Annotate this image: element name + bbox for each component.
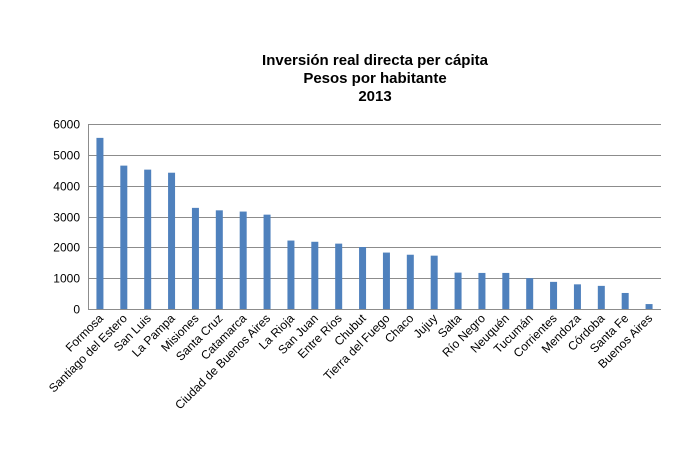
y-tick-label: 3000 xyxy=(53,211,80,225)
bar xyxy=(191,207,199,309)
bar xyxy=(645,304,653,309)
y-tick-label: 1000 xyxy=(53,272,80,286)
bar xyxy=(215,210,223,309)
bar xyxy=(335,243,343,309)
bar xyxy=(359,247,367,309)
bar xyxy=(120,165,128,309)
chart-title-block: Inversión real directa per cápita Pesos … xyxy=(90,52,660,106)
bar xyxy=(263,214,271,309)
chart-title: Inversión real directa per cápita xyxy=(262,52,488,69)
bar xyxy=(430,255,438,309)
chart-year: 2013 xyxy=(358,88,392,105)
bar xyxy=(621,292,629,309)
y-tick-label: 2000 xyxy=(53,241,80,255)
bar xyxy=(144,169,152,309)
bar xyxy=(287,240,295,309)
bar xyxy=(239,211,247,309)
chart-subtitle: Pesos por habitante xyxy=(303,70,447,87)
bar xyxy=(526,278,534,309)
bar xyxy=(502,272,510,309)
bar xyxy=(573,284,581,309)
x-tick-label: Jujuy xyxy=(411,311,441,341)
bar xyxy=(382,252,390,309)
y-tick-label: 4000 xyxy=(53,180,80,194)
bar xyxy=(454,272,462,309)
bar xyxy=(597,285,605,309)
bar xyxy=(478,272,486,309)
bar xyxy=(168,172,176,309)
bar xyxy=(550,281,558,309)
y-tick-label: 6000 xyxy=(53,118,80,132)
bar xyxy=(311,241,319,309)
y-tick-label: 5000 xyxy=(53,149,80,163)
bar xyxy=(96,137,104,309)
y-tick-label: 0 xyxy=(73,303,80,317)
bar xyxy=(406,254,414,309)
